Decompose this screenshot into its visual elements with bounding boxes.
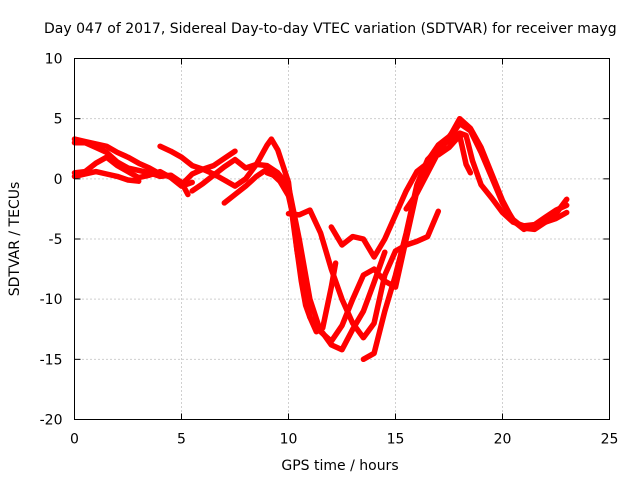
x-tick-label: 5 bbox=[177, 432, 186, 448]
y-axis-label: SDTVAR / TECUs bbox=[7, 182, 23, 297]
y-tick-label: 0 bbox=[54, 172, 63, 188]
y-tick-label: -20 bbox=[40, 413, 63, 429]
y-axis: -20 -15 -10 -5 0 5 10 bbox=[40, 52, 610, 429]
grid-lines bbox=[74, 58, 610, 420]
x-tick-label: 0 bbox=[70, 432, 79, 448]
x-tick-label: 20 bbox=[494, 432, 512, 448]
y-tick-label: -5 bbox=[49, 232, 63, 248]
y-tick-label: 5 bbox=[54, 112, 63, 128]
x-axis: 0 5 10 15 20 25 bbox=[70, 58, 619, 448]
series-pass-9 bbox=[285, 207, 442, 341]
series-pass-7 bbox=[221, 166, 277, 206]
chart-title: Day 047 of 2017, Sidereal Day-to-day VTE… bbox=[44, 21, 617, 37]
x-tick-label: 10 bbox=[280, 432, 298, 448]
series-pass-3 bbox=[71, 168, 142, 184]
y-tick-label: -15 bbox=[40, 352, 63, 368]
series-pass-8 bbox=[264, 170, 388, 353]
x-tick-label: 15 bbox=[387, 432, 405, 448]
y-tick-label: -10 bbox=[40, 292, 63, 308]
series-pass-13 bbox=[435, 132, 474, 176]
x-tick-label: 25 bbox=[601, 432, 619, 448]
x-axis-label: GPS time / hours bbox=[281, 458, 398, 474]
series-pass-12 bbox=[403, 115, 570, 233]
series-pass-10 bbox=[328, 130, 570, 260]
y-tick-label: 10 bbox=[45, 52, 63, 68]
data-traces bbox=[71, 115, 570, 363]
series-pass-4 bbox=[71, 139, 191, 198]
